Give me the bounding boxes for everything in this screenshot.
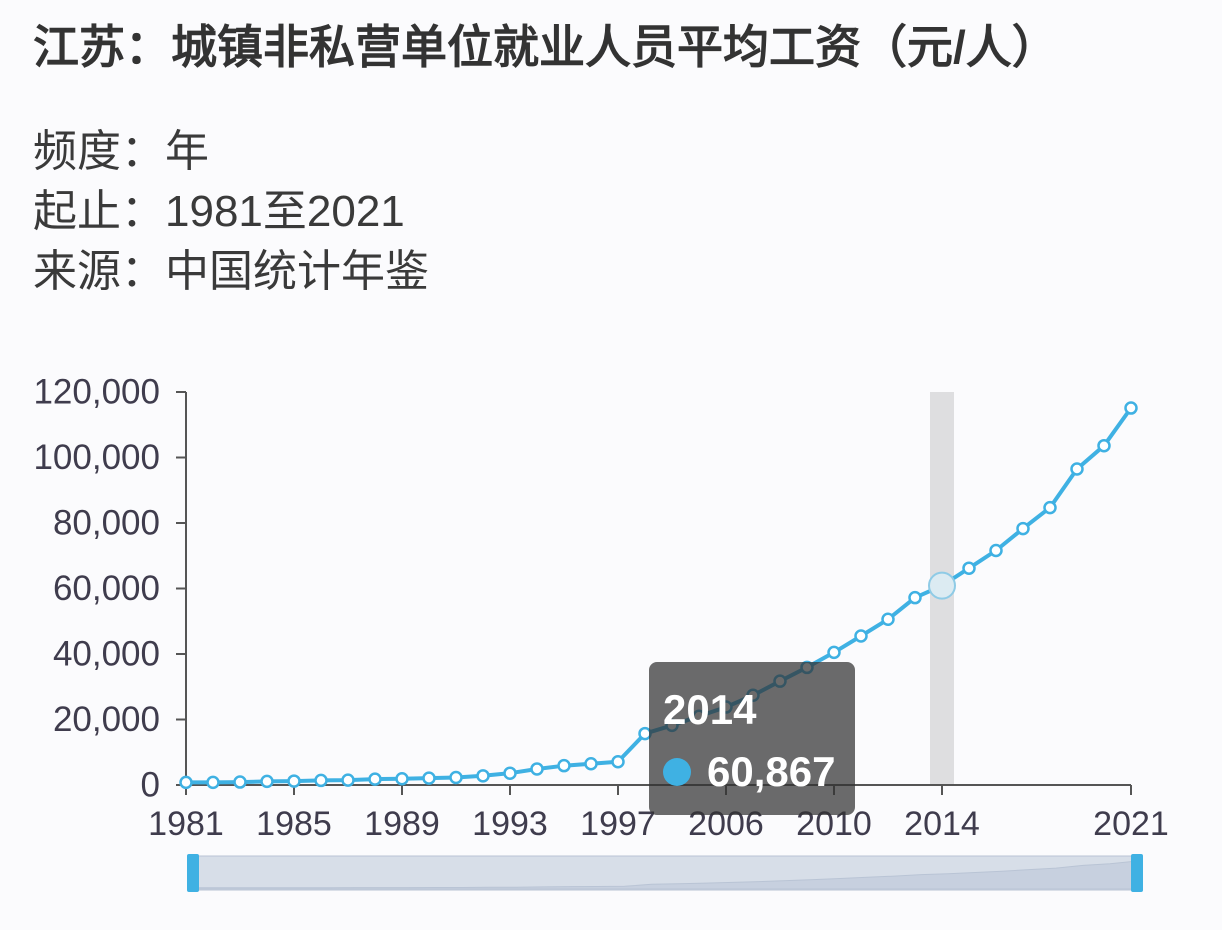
data-point[interactable] (368, 772, 382, 786)
meta-source: 来源：中国统计年鉴 (33, 242, 429, 302)
data-point[interactable] (179, 775, 193, 790)
data-point[interactable] (530, 762, 544, 776)
tooltip-value: 60,867 (707, 748, 836, 795)
x-tick-label: 1981 (148, 805, 224, 843)
datazoom-slider[interactable] (187, 854, 1143, 892)
chart-metadata: 频度：年 起止：1981至2021 来源：中国统计年鉴 (33, 122, 429, 302)
y-tick-label: 100,000 (33, 438, 160, 477)
data-point[interactable] (449, 770, 463, 785)
data-point[interactable] (854, 629, 868, 643)
data-point[interactable] (422, 771, 436, 785)
meta-frequency-value: 年 (165, 127, 209, 176)
data-point[interactable] (908, 590, 922, 605)
x-tick-label: 1993 (472, 805, 548, 843)
y-tick-label: 120,000 (33, 373, 160, 412)
data-point[interactable] (341, 773, 355, 787)
data-point[interactable] (287, 774, 301, 788)
datazoom-data-shadow (192, 860, 1138, 890)
data-point[interactable] (1016, 521, 1030, 536)
data-point[interactable] (989, 543, 1003, 558)
x-tick-label: 2021 (1093, 805, 1169, 843)
data-point[interactable] (827, 645, 841, 660)
meta-range: 起止：1981至2021 (33, 182, 429, 242)
data-point[interactable] (314, 773, 328, 788)
tooltip-row: 60,867 (663, 748, 835, 796)
data-point[interactable] (503, 766, 517, 780)
data-point[interactable] (962, 561, 976, 575)
data-point[interactable] (1043, 500, 1057, 515)
data-point[interactable] (611, 754, 625, 769)
data-point[interactable] (881, 612, 895, 627)
datazoom-filler[interactable] (193, 856, 1137, 890)
meta-range-label: 起止： (33, 187, 165, 236)
data-point[interactable] (233, 775, 247, 789)
data-point[interactable] (206, 775, 220, 790)
meta-source-label: 来源： (33, 247, 165, 296)
y-tick-label: 40,000 (53, 635, 160, 674)
x-tick-label: 2014 (904, 805, 980, 843)
x-tick-label: 1997 (580, 805, 656, 843)
meta-frequency-label: 频度： (33, 127, 165, 176)
tooltip: 2014 60,867 (649, 662, 855, 815)
y-tick-label: 20,000 (53, 700, 160, 739)
data-point[interactable] (584, 756, 598, 771)
chart-title: 江苏：城镇非私营单位就业人员平均工资（元/人） (33, 21, 1058, 73)
y-tick-label: 60,000 (53, 569, 160, 608)
datazoom-handle-right[interactable] (1131, 854, 1143, 892)
x-tick-label: 1985 (256, 805, 332, 843)
tooltip-category: 2014 (663, 686, 757, 733)
data-point[interactable] (476, 769, 490, 783)
y-tick-label: 80,000 (53, 504, 160, 543)
data-point[interactable] (1124, 401, 1138, 415)
meta-range-value: 1981至2021 (165, 187, 405, 236)
tooltip-series-dot (663, 758, 691, 786)
y-tick-label: 0 (141, 766, 160, 805)
data-point[interactable] (395, 772, 409, 786)
data-point[interactable] (1097, 438, 1111, 453)
data-point[interactable] (260, 774, 274, 789)
meta-frequency: 频度：年 (33, 122, 429, 182)
x-tick-label: 1989 (364, 805, 440, 843)
data-point[interactable] (557, 758, 571, 773)
meta-source-value: 中国统计年鉴 (165, 247, 429, 296)
datazoom-handle-left[interactable] (187, 854, 199, 892)
data-point[interactable] (1070, 462, 1084, 476)
highlighted-data-point[interactable] (928, 571, 956, 600)
